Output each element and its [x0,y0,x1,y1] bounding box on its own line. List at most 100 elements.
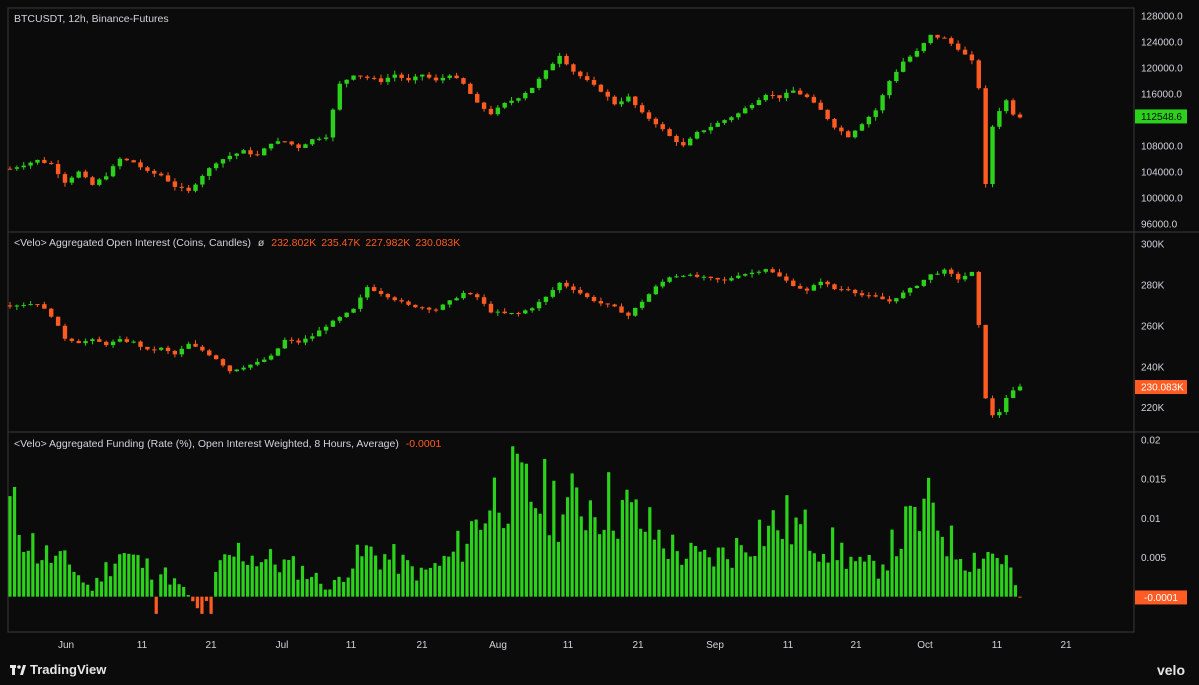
candle-body [1017,114,1023,118]
funding-bar [538,513,542,597]
funding-bar [351,568,355,597]
candle-body [516,313,521,315]
last-value-label: -0.0001 [1144,593,1178,604]
funding-bar [552,480,556,597]
candle-body [69,177,75,183]
funding-bar [506,523,510,597]
funding-bar [154,596,158,614]
candle-body [268,143,274,149]
funding-bar [639,528,643,597]
y-tick-label: 108000.0 [1141,142,1183,153]
funding-bar [958,558,963,597]
candle-body [413,304,418,308]
funding-bar [520,462,524,597]
funding-bar [533,508,538,597]
candle-body [337,317,342,321]
candle-body [564,55,569,65]
funding-title-text: <Velo> Aggregated Funding (Rate (%), Ope… [14,438,399,450]
candle-body [227,155,233,160]
funding-bar [204,596,209,601]
candle-body [76,341,81,344]
candle-body [502,102,507,108]
funding-bar [739,545,743,597]
candle-body [770,269,775,273]
funding-bar [396,573,401,597]
candle-body [852,130,858,138]
candle-body [619,306,624,313]
candle-body [756,100,762,105]
tradingview-logo[interactable]: TradingView [10,662,106,677]
funding-bar [300,565,305,597]
funding-bar [479,529,483,597]
funding-bar [657,529,661,597]
candle-body [564,282,569,287]
funding-bar [337,576,341,597]
oi-title-text: <Velo> Aggregated Open Interest (Coins, … [14,237,251,249]
candle-body [365,76,370,78]
candle-body [626,312,631,316]
funding-bar [433,563,437,597]
candle-body [907,56,913,62]
funding-bar [977,568,981,597]
candle-body [955,43,961,50]
tradingview-logo-text: TradingView [30,662,107,677]
funding-pane-title: <Velo> Aggregated Funding (Rate (%), Ope… [14,438,441,450]
funding-bar [895,556,899,597]
candle-body [694,132,700,139]
candle-body [234,369,239,372]
candle-body [859,293,865,296]
candle-body [846,131,851,138]
candle-body [818,281,823,286]
funding-bar [323,589,327,597]
candle-body [255,361,260,365]
funding-bar [95,577,99,597]
funding-bar [40,560,44,597]
candle-body [227,365,233,372]
candle-body [49,162,54,165]
x-tick-label: Jun [58,640,74,651]
candle-body [729,117,734,121]
funding-bar [214,572,218,597]
funding-bar [712,566,716,597]
funding-bar [35,563,40,597]
candle-body [811,96,817,103]
candle-body [681,142,686,146]
candle-body [502,311,507,314]
candle-body [914,285,920,289]
y-tick-label: 0.005 [1141,553,1166,564]
y-tick-label: 260K [1141,321,1165,332]
funding-bar [556,541,561,597]
candle-body [646,112,652,119]
candle-body [200,346,205,351]
candle-body [358,75,363,77]
funding-bar [949,525,954,597]
x-tick-label: 11 [137,640,148,651]
funding-bar [671,534,675,597]
candle-body [248,150,253,155]
candle-body [928,274,933,280]
funding-bar [858,556,862,597]
funding-bar [529,501,533,597]
candle-body [62,174,68,183]
candle-body [323,137,329,139]
funding-bar [853,561,858,597]
funding-bar [488,510,492,597]
candle-body [921,279,927,286]
candle-body [152,349,157,351]
y-tick-label: 0.02 [1141,436,1161,447]
candle-body [385,293,391,298]
last-value-box [1135,380,1187,395]
candle-body [832,119,837,128]
funding-bar [191,596,195,602]
funding-bar [570,473,574,597]
candle-body [468,83,473,94]
candle-body [715,277,720,280]
funding-bar [415,580,419,597]
candle-body [1004,397,1009,413]
funding-bar [314,572,318,597]
candle-body [28,304,33,306]
candle-body [536,301,542,309]
candle-body [887,299,892,302]
candle-body [736,113,741,118]
x-tick-label: 11 [346,640,357,651]
